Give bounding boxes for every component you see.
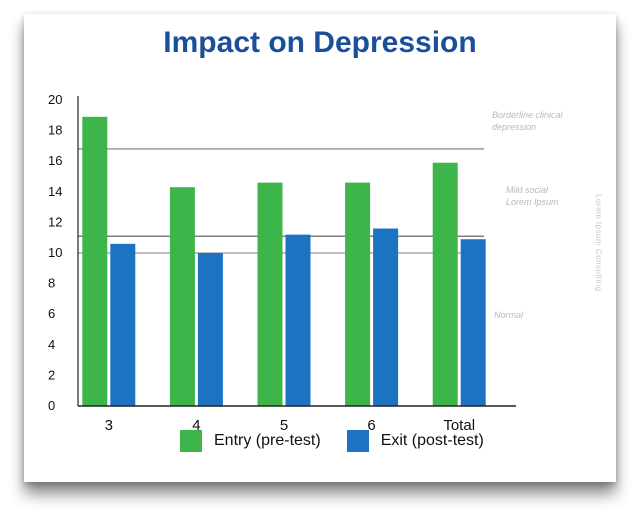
- y-tick-label: 16: [48, 153, 62, 168]
- bar-exit-6: [373, 228, 399, 406]
- legend-swatch-entry: [180, 430, 202, 452]
- x-category-label: 6: [367, 417, 375, 434]
- legend-swatch-exit: [346, 430, 369, 452]
- chart-title: Impact on Depression: [163, 26, 477, 59]
- y-tick-label: 8: [48, 276, 55, 291]
- legend-label-entry: Entry (pre-test): [214, 432, 321, 449]
- y-tick-label: 14: [48, 184, 62, 199]
- bar-entry-4: [169, 187, 195, 406]
- y-tick-label: 2: [48, 367, 55, 382]
- zone-label: Lorem Ipsum: [506, 197, 559, 207]
- x-category-label: 3: [105, 417, 113, 434]
- y-tick-label: 20: [48, 92, 62, 107]
- y-tick-label: 6: [48, 306, 55, 321]
- bar-entry-total: [432, 162, 458, 406]
- y-tick-label: 12: [48, 214, 62, 229]
- legend-item-entry: Entry (pre-test): [180, 430, 321, 452]
- y-tick-label: 0: [48, 398, 55, 413]
- zone-label: Normal: [494, 310, 524, 320]
- y-tick-label: 10: [48, 245, 62, 260]
- legend-item-exit: Exit (post-test): [346, 430, 484, 452]
- bar-exit-3: [110, 243, 136, 406]
- zone-label: depression: [492, 122, 536, 132]
- bar-exit-5: [285, 234, 311, 406]
- bar-exit-total: [460, 239, 486, 406]
- bar-entry-6: [345, 182, 371, 406]
- legend-label-exit: Exit (post-test): [380, 432, 484, 449]
- y-tick-label: 18: [48, 123, 62, 138]
- bar-entry-3: [82, 116, 108, 406]
- bar-exit-4: [197, 253, 223, 406]
- x-category-label: 4: [192, 417, 200, 434]
- legend: Entry (pre-test) Exit (post-test): [180, 430, 510, 452]
- x-category-label: 5: [280, 417, 288, 434]
- x-category-label: Total: [443, 417, 475, 434]
- zone-label: Mild social: [506, 185, 549, 195]
- bar-entry-5: [257, 182, 283, 406]
- y-tick-label: 4: [48, 337, 55, 352]
- side-note: Lorem Ipsum Consulting: [594, 194, 603, 292]
- zone-label: Borderline clinical: [492, 110, 564, 120]
